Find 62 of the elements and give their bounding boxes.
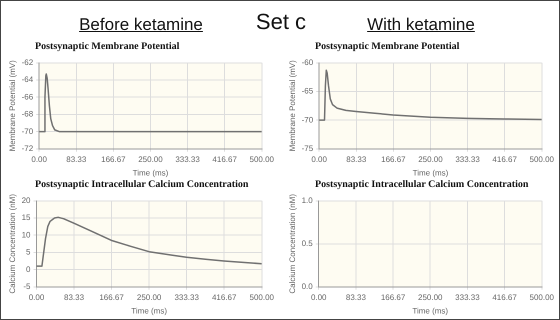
x-tick-label: 500.00 — [530, 154, 555, 164]
y-axis-title: Membrane Potential (mV) — [288, 60, 298, 152]
x-tick-label: 166.67 — [99, 292, 124, 302]
y-tick-label: -70 — [302, 115, 314, 124]
x-tick-label: 333.33 — [455, 154, 480, 164]
x-tick-label: 250.00 — [418, 292, 444, 302]
y-tick-label: 0 — [26, 264, 32, 274]
y-tick-label: 10 — [22, 230, 32, 240]
x-tick-label: 0.00 — [28, 292, 45, 302]
x-tick-label: 416.67 — [492, 292, 518, 302]
y-tick-label: 0.0 — [302, 282, 314, 292]
x-tick-label: 333.33 — [175, 154, 200, 164]
y-tick-label: -70 — [22, 126, 34, 136]
y-tick-label: -62 — [22, 58, 34, 68]
y-tick-label: -64 — [22, 75, 34, 84]
x-tick-label: 166.67 — [381, 154, 406, 164]
x-tick-label: 500.00 — [250, 154, 275, 164]
chart-title: Postsynaptic Intracellular Calcium Concentration — [315, 179, 530, 192]
x-tick-label: 333.33 — [455, 292, 480, 302]
y-tick-label: 1.0 — [302, 196, 314, 206]
chart-title: Postsynaptic Intracellular Calcium Concentration — [35, 179, 250, 192]
x-tick-label: 83.33 — [346, 154, 367, 164]
text: Set c — [254, 9, 308, 35]
x-axis-title: Time (ms) — [132, 168, 169, 178]
x-tick-label: 416.67 — [212, 154, 238, 164]
x-axis-title: Time (ms) — [131, 306, 168, 316]
y-tick-label: 15 — [22, 213, 32, 222]
y-tick-label: -75 — [302, 144, 314, 154]
x-tick-label: 250.00 — [138, 154, 164, 164]
text: Before ketamine — [79, 15, 203, 34]
y-tick-label: 0.5 — [302, 239, 314, 248]
y-tick-label: -66 — [22, 92, 34, 102]
y-axis-title: Membrane Potential (mV) — [8, 60, 18, 152]
y-axis-title: Calcium Concentration (nM) — [8, 194, 18, 294]
x-tick-label: 0.00 — [31, 154, 48, 164]
x-tick-label: 250.00 — [136, 292, 162, 302]
x-tick-label: 0.00 — [311, 154, 328, 164]
x-tick-label: 500.00 — [250, 292, 275, 302]
y-tick-label: -68 — [22, 110, 34, 119]
x-tick-label: 250.00 — [418, 154, 444, 164]
y-tick-label: -5 — [23, 282, 32, 292]
x-tick-label: 83.33 — [346, 292, 366, 302]
y-axis-title: Calcium Concentration (nM) — [288, 194, 298, 294]
x-axis-title: Time (ms) — [412, 168, 449, 178]
y-tick-label: 20 — [22, 196, 32, 206]
chart-title: Postsynaptic Membrane Potential — [315, 41, 460, 54]
x-tick-label: 166.67 — [101, 154, 126, 164]
y-tick-label: 5 — [26, 248, 32, 257]
y-tick-label: -65 — [302, 86, 314, 96]
x-tick-label: 83.33 — [64, 292, 85, 302]
x-tick-label: 500.00 — [530, 292, 555, 302]
x-tick-label: 416.67 — [212, 292, 238, 302]
text: With ketamine — [367, 15, 475, 34]
x-tick-label: 333.33 — [174, 292, 200, 302]
x-tick-label: 416.67 — [492, 154, 518, 164]
y-tick-label: -60 — [302, 58, 314, 68]
x-tick-label: 166.67 — [380, 292, 406, 302]
y-tick-label: -72 — [22, 144, 34, 154]
chart-title: Postsynaptic Membrane Potential — [35, 41, 180, 54]
x-tick-label: 0.00 — [310, 292, 328, 302]
x-tick-label: 83.33 — [66, 154, 87, 164]
x-axis-title: Time (ms) — [412, 306, 448, 316]
